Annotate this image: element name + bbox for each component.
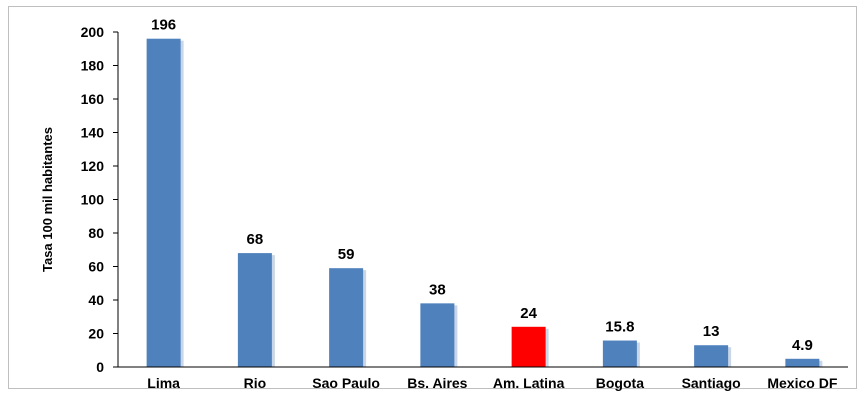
bar-lima xyxy=(146,38,181,367)
y-tick-label: 140 xyxy=(81,125,105,141)
x-category-label: Mexico DF xyxy=(767,375,837,391)
y-tick-label: 100 xyxy=(81,192,105,208)
data-label: 13 xyxy=(703,323,720,340)
y-tick-label: 40 xyxy=(88,292,104,308)
bar-sao-paulo xyxy=(329,268,364,367)
data-label: 15.8 xyxy=(605,319,634,336)
bars xyxy=(146,38,823,367)
data-label: 4.9 xyxy=(792,337,813,354)
y-axis-title: Tasa 100 mil habitantes xyxy=(40,127,55,272)
y-tick-label: 200 xyxy=(81,24,105,40)
y-tick-label: 160 xyxy=(81,91,105,107)
y-tick-label: 20 xyxy=(88,326,104,342)
data-label: 59 xyxy=(338,246,355,263)
bar-bogota xyxy=(602,340,637,367)
x-category-label: Bogota xyxy=(596,375,644,391)
x-category-label: Santiago xyxy=(682,375,741,391)
x-category-label: Sao Paulo xyxy=(312,375,380,391)
x-axis-labels: Lima Rio Sao Paulo Bs. Aires Am. Latina Bogot… xyxy=(147,375,838,391)
y-tick-label: 60 xyxy=(88,259,104,275)
data-labels: 196 68 59 38 24 15.8 13 4.9 xyxy=(151,17,813,354)
data-label: 38 xyxy=(429,281,446,298)
bar-bs-aires xyxy=(420,303,455,367)
x-category-label: Lima xyxy=(147,375,180,391)
y-tick-label: 120 xyxy=(81,158,105,174)
y-tick-label: 0 xyxy=(96,359,104,375)
y-tick-label: 80 xyxy=(88,225,104,241)
bar-rio xyxy=(237,253,272,367)
x-category-label: Rio xyxy=(244,375,267,391)
data-label: 196 xyxy=(151,17,176,34)
x-category-label: Bs. Aires xyxy=(407,375,467,391)
data-label: 24 xyxy=(520,305,537,322)
y-axis-ticks: 0 20 40 60 80 100 120 140 160 180 200 xyxy=(81,24,118,375)
x-category-label: Am. Latina xyxy=(493,375,565,391)
bar-santiago xyxy=(694,345,729,367)
bar-mexico-df xyxy=(785,358,820,367)
data-label: 68 xyxy=(247,231,264,248)
y-tick-label: 180 xyxy=(81,58,105,74)
bar-am-latina xyxy=(511,326,546,367)
